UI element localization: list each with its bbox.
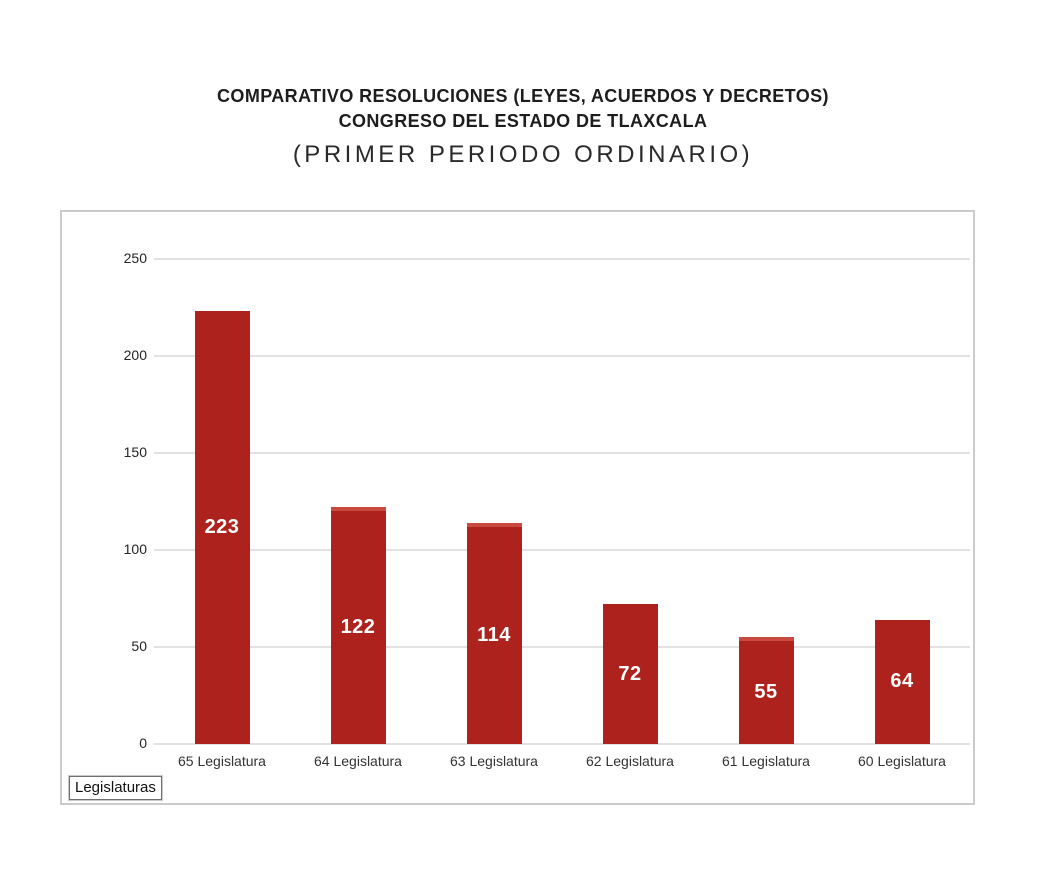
bar-value-label: 55 bbox=[754, 681, 778, 704]
legend-box: Legislaturas bbox=[69, 776, 162, 800]
bar-60-legislatura: 64 bbox=[874, 619, 930, 744]
title-line-1: COMPARATIVO RESOLUCIONES (LEYES, ACUERDO… bbox=[217, 86, 829, 106]
ytick-label-50: 50 bbox=[131, 638, 147, 654]
ytick-label-150: 150 bbox=[123, 444, 147, 460]
bar-61-legislatura: 55 bbox=[738, 637, 794, 744]
x-label-65-legislatura: 65 Legislatura bbox=[178, 753, 266, 769]
gridline-150 bbox=[154, 452, 970, 454]
x-label-61-legislatura: 61 Legislatura bbox=[722, 753, 810, 769]
gridline-250 bbox=[154, 258, 970, 260]
bar-64-legislatura: 122 bbox=[330, 507, 386, 744]
chart-panel: 0 50 100 150 200 250 223 65 Legislatura 122 64 Le… bbox=[60, 210, 975, 805]
ytick-label-250: 250 bbox=[123, 250, 147, 266]
bar-value-label: 64 bbox=[890, 670, 914, 693]
bar-value-label: 122 bbox=[340, 616, 376, 639]
bar-63-legislatura: 114 bbox=[466, 522, 522, 744]
gridline-200 bbox=[154, 355, 970, 357]
gridline-50 bbox=[154, 646, 970, 648]
bar-value-label: 223 bbox=[204, 516, 240, 539]
title-line-2: CONGRESO DEL ESTADO DE TLAXCALA bbox=[338, 111, 708, 131]
gridline-0 bbox=[154, 743, 970, 745]
x-label-60-legislatura: 60 Legislatura bbox=[858, 753, 946, 769]
chart-title: COMPARATIVO RESOLUCIONES (LEYES, ACUERDO… bbox=[0, 84, 1046, 169]
bar-value-label: 114 bbox=[477, 623, 511, 646]
x-label-64-legislatura: 64 Legislatura bbox=[314, 753, 402, 769]
bar-value-label: 72 bbox=[618, 662, 642, 685]
ytick-label-0: 0 bbox=[139, 735, 147, 751]
ytick-label-100: 100 bbox=[123, 541, 147, 557]
bar-65-legislatura: 223 bbox=[194, 311, 250, 744]
bar-62-legislatura: 72 bbox=[602, 604, 658, 744]
ytick-label-200: 200 bbox=[123, 347, 147, 363]
x-label-63-legislatura: 63 Legislatura bbox=[450, 753, 538, 769]
gridline-100 bbox=[154, 549, 970, 551]
legend-label: Legislaturas bbox=[75, 779, 156, 796]
plot-area: 0 50 100 150 200 250 223 65 Legislatura 122 64 Le… bbox=[62, 212, 973, 803]
x-label-62-legislatura: 62 Legislatura bbox=[586, 753, 674, 769]
title-line-3: (PRIMER PERIODO ORDINARIO) bbox=[292, 141, 754, 168]
